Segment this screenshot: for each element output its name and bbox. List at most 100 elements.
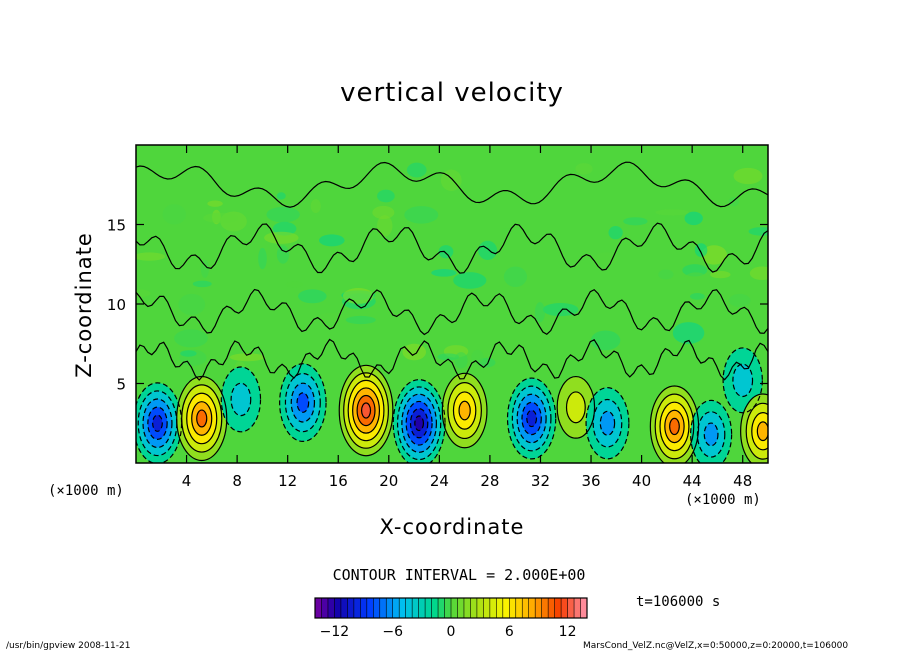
zero-contour — [136, 338, 768, 381]
contour-ring — [396, 386, 442, 461]
chart-title: vertical velocity — [340, 78, 564, 108]
x-tick-label: 48 — [733, 472, 752, 490]
contour-ring — [441, 372, 488, 449]
zero-contour — [136, 288, 768, 336]
texture-blob — [342, 287, 374, 304]
texture-blob — [689, 292, 705, 300]
texture-blob — [682, 272, 710, 291]
contour-ring — [458, 400, 471, 421]
colorbar-swatch — [444, 598, 452, 618]
colorbar-swatch — [561, 598, 569, 618]
colorbar-tick-label: 6 — [505, 624, 514, 640]
x-tick-label: 24 — [430, 472, 449, 490]
texture-blob — [542, 302, 579, 317]
texture-blob — [438, 245, 454, 259]
colorbar-swatch — [476, 598, 484, 618]
texture-blob — [593, 252, 619, 265]
contour-ring — [392, 379, 446, 463]
downdraft-cell — [586, 387, 629, 459]
y-axis-ticks: 5 10 15 — [107, 217, 768, 394]
cell-shell — [526, 410, 537, 427]
contour-ring — [230, 382, 252, 417]
contour-ring — [511, 385, 552, 452]
colorbar-swatch — [541, 598, 549, 618]
texture-blob — [404, 206, 439, 224]
colorbar-swatch — [379, 598, 387, 618]
colorbar-swatch — [554, 598, 562, 618]
contour-ring — [599, 410, 616, 436]
texture-blob — [748, 227, 768, 236]
contour-ring — [142, 398, 173, 449]
texture-blob — [701, 245, 728, 265]
texture-blob — [298, 289, 327, 304]
colorbar-swatch — [425, 598, 433, 618]
cell-shell — [459, 401, 471, 420]
contour-ring — [516, 393, 547, 444]
contour-ring — [526, 409, 538, 428]
downdraft-cell — [279, 363, 327, 442]
texture-blob — [608, 226, 623, 240]
cell-shell — [566, 391, 586, 423]
updraft-cell — [339, 365, 393, 456]
texture-blob — [276, 192, 286, 200]
texture-blob — [264, 231, 299, 244]
texture-blob — [534, 302, 546, 323]
texture-blob — [440, 169, 462, 191]
y-tick-label: 10 — [107, 296, 126, 314]
cell-shell — [414, 415, 424, 431]
contour-ring — [196, 409, 208, 428]
contour-ring — [452, 391, 477, 430]
colorbar-swatch — [366, 598, 374, 618]
x-tick-label: 12 — [278, 472, 297, 490]
colorbar-swatch — [567, 598, 575, 618]
contour-ring — [296, 392, 310, 413]
texture-blob — [623, 217, 648, 226]
x-tick-label: 44 — [683, 472, 702, 490]
texture-blob — [345, 315, 376, 325]
colorbar: −12 −6 0 6 12 — [314, 597, 588, 640]
downdraft-cell — [393, 379, 446, 463]
x-tick-label: 36 — [581, 472, 600, 490]
colorbar-tick-label: 0 — [447, 624, 456, 640]
contour-ring — [556, 375, 596, 439]
contour-ring — [740, 393, 768, 463]
contour-ring — [447, 382, 482, 440]
contour-ring — [343, 372, 389, 449]
cell-shell — [600, 411, 615, 436]
x-tick-label: 32 — [531, 472, 550, 490]
contour-ring — [751, 412, 768, 451]
contour-ring — [290, 382, 316, 423]
texture-blob — [575, 163, 593, 175]
colorbar-swatch — [399, 598, 407, 618]
texture-blob — [710, 270, 731, 279]
x-tick-label: 40 — [632, 472, 651, 490]
colorbar-tick-label: −12 — [320, 624, 350, 640]
x-axis-unit-right: (×1000 m) — [685, 492, 761, 508]
colorbar-swatch — [515, 598, 523, 618]
colorbar-swatch — [373, 598, 381, 618]
contour-ring — [352, 387, 381, 434]
contour-ring — [521, 401, 542, 436]
contour-ring — [722, 347, 763, 414]
updraft-cell — [442, 373, 487, 448]
contour-ring — [745, 402, 768, 460]
texture-blob — [376, 215, 393, 237]
contour-lines — [136, 161, 768, 463]
colorbar-swatch — [347, 598, 355, 618]
downdraft-cell — [690, 400, 732, 463]
y-tick-label: 5 — [116, 376, 126, 394]
texture-blob — [180, 350, 197, 357]
y-axis-label: Z-coordinate — [72, 232, 96, 378]
texture-blob — [658, 269, 674, 280]
updraft-cell — [650, 386, 699, 463]
footer-left: /usr/bin/gpview 2008-11-21 — [6, 641, 131, 651]
texture-blob — [749, 266, 768, 281]
contour-ring — [284, 372, 321, 433]
zero-contour — [136, 222, 768, 274]
colorbar-swatch — [340, 598, 348, 618]
colorbar-swatch — [548, 598, 556, 618]
colorbar-frame — [314, 597, 588, 619]
texture-blob — [178, 293, 206, 316]
updraft-cell — [557, 376, 595, 439]
